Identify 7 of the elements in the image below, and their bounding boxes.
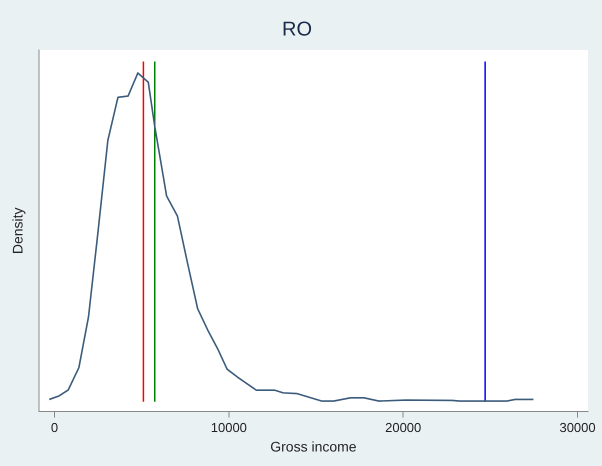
x-axis-title: Gross income [270, 438, 357, 454]
chart-title: RO [282, 18, 312, 41]
x-tick-label: 30000 [559, 420, 596, 435]
x-tick-label: 20000 [385, 420, 422, 435]
x-tick-label: 10000 [210, 420, 247, 435]
x-tick-label: 0 [50, 420, 58, 435]
y-axis-title: Density [9, 207, 26, 254]
